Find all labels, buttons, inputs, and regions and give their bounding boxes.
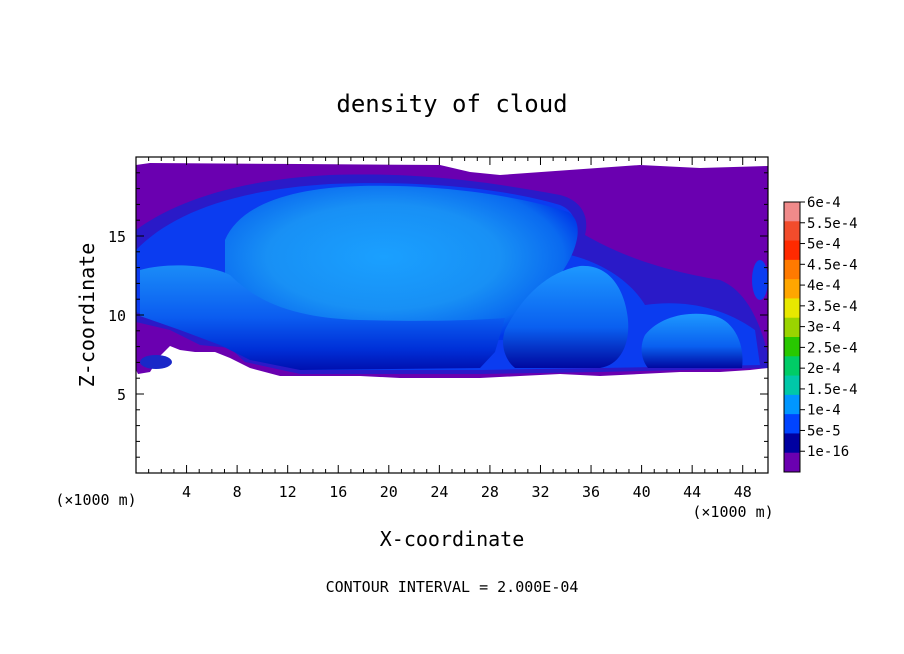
contour-interval-note: CONTOUR INTERVAL = 2.000E-04 [326, 578, 579, 596]
x-tick-label: 12 [279, 483, 297, 501]
colorbar-label: 5e-5 [807, 423, 841, 439]
colorbar: 6e-4 5.5e-4 5e-4 4.5e-4 4e-4 3.5e-4 3e-4 2.5e-4… [783, 195, 858, 473]
colorbar-swatch [784, 452, 800, 473]
colorbar-swatch [784, 221, 800, 242]
y-tick-label: 5 [117, 386, 126, 404]
x-axis-label: X-coordinate [380, 527, 525, 551]
y-unit-label: (×1000 m) [55, 491, 136, 509]
left-blob [140, 355, 172, 369]
eastern-cell [641, 313, 743, 368]
colorbar-swatch [784, 279, 800, 299]
x-axis-ticks: 4 8 12 16 20 24 28 32 36 40 44 48 [148, 157, 756, 501]
secondary-cell [503, 265, 629, 368]
edge-blob-right [752, 260, 768, 300]
colorbar-frame [783, 201, 801, 473]
colorbar-swatch [784, 394, 800, 415]
x-tick-label: 44 [683, 483, 701, 501]
x-tick-label: 48 [734, 483, 752, 501]
colorbar-swatch [784, 356, 800, 377]
main-cloud-base [140, 265, 505, 370]
x-unit-label: (×1000 m) [692, 503, 773, 521]
y-axis-ticks: 5 10 15 [108, 172, 768, 458]
x-tick-label: 20 [380, 483, 398, 501]
x-tick-label: 16 [329, 483, 347, 501]
colorbar-swatch [784, 317, 800, 338]
colorbar-label: 2.5e-4 [807, 340, 858, 356]
y-tick-label: 15 [108, 228, 126, 246]
colorbar-swatch [784, 298, 800, 319]
colorbar-swatch [784, 202, 800, 222]
colorbar-label: 4.5e-4 [807, 257, 858, 273]
colorbar-label: 3.5e-4 [807, 299, 858, 315]
colorbar-swatch [784, 375, 800, 396]
colorbar-swatch [784, 259, 800, 280]
density-field [136, 163, 768, 378]
colorbar-label: 5.5e-4 [807, 216, 858, 232]
colorbar-label: 1e-4 [807, 403, 841, 419]
y-axis-label: Z-coordinate [75, 243, 99, 388]
main-cloud-core [225, 185, 578, 344]
colorbar-label: 4e-4 [807, 278, 841, 294]
colorbar-swatch [784, 433, 800, 454]
chart-title: density of cloud [336, 90, 567, 118]
colorbar-label: 1e-16 [807, 444, 849, 460]
colorbar-label: 5e-4 [807, 237, 841, 253]
x-tick-label: 32 [531, 483, 549, 501]
x-tick-label: 24 [430, 483, 448, 501]
colorbar-label: 1.5e-4 [807, 382, 858, 398]
colorbar-label: 3e-4 [807, 320, 841, 336]
x-tick-label: 4 [182, 483, 191, 501]
x-tick-label: 40 [633, 483, 651, 501]
x-tick-label: 8 [233, 483, 242, 501]
colorbar-swatch [784, 240, 800, 261]
colorbar-label: 6e-4 [807, 195, 841, 211]
x-tick-label: 36 [582, 483, 600, 501]
x-tick-label: 28 [481, 483, 499, 501]
y-tick-label: 10 [108, 307, 126, 325]
colorbar-label: 2e-4 [807, 361, 841, 377]
colorbar-swatch [784, 337, 800, 357]
colorbar-swatch [784, 414, 800, 434]
